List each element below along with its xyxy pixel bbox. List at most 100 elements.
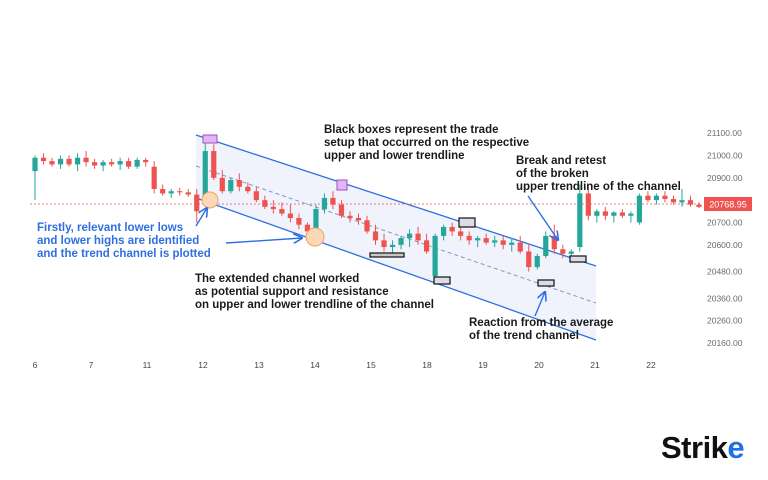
candle-body <box>628 213 634 216</box>
x-tick-label: 12 <box>198 360 208 370</box>
candle-body <box>389 244 396 248</box>
candle-body <box>228 180 234 192</box>
candle-body <box>611 212 617 216</box>
candle-body <box>406 233 413 239</box>
x-tick-label: 20 <box>534 360 544 370</box>
candle-body <box>577 193 583 248</box>
candle-body <box>423 240 430 252</box>
candle-body <box>57 158 64 165</box>
candle-body <box>645 195 651 201</box>
y-tick-label: 20480.00 <box>707 267 743 277</box>
candles-group <box>32 137 702 281</box>
x-tick-label: 7 <box>89 360 94 370</box>
logo-text: Strik <box>661 430 728 465</box>
trade-setup-box-3 <box>458 217 476 228</box>
candle-body <box>619 212 625 216</box>
candle-body <box>330 197 336 205</box>
candle-body <box>49 161 55 165</box>
y-tick-label: 21000.00 <box>707 150 743 160</box>
arrow-to-first-low <box>195 208 207 227</box>
candle-body <box>483 238 489 243</box>
candle-body <box>636 195 643 223</box>
x-tick-label: 15 <box>366 360 376 370</box>
candle-body <box>475 238 481 241</box>
x-tick-label: 11 <box>143 360 152 370</box>
candle-body <box>83 157 89 163</box>
candle-body <box>381 240 387 248</box>
candle-body <box>262 200 268 207</box>
candle-body <box>662 195 668 200</box>
annotation-reaction: Reaction from the average of the trend c… <box>469 317 614 342</box>
candle-body <box>168 191 174 194</box>
arrow-to-average-reaction <box>534 292 545 317</box>
candle-body <box>398 238 404 245</box>
candle-body <box>509 242 515 245</box>
candle-body <box>66 158 72 165</box>
candle-body <box>449 226 455 232</box>
candle-body <box>253 191 259 201</box>
candle-body <box>270 206 276 210</box>
y-tick-label: 20260.00 <box>707 316 743 326</box>
annotation-firstly: Firstly, relevant lower lows and lower h… <box>37 222 211 260</box>
current-price-label: 20768.95 <box>709 200 747 210</box>
candle-body <box>458 231 464 236</box>
annotation-break-retest: Break and retest of the broken upper tre… <box>516 155 681 193</box>
y-tick-label: 20360.00 <box>707 293 743 303</box>
candle-body <box>466 235 472 241</box>
candle-body <box>202 151 208 201</box>
high-marker-box-1 <box>202 134 218 144</box>
candle-body <box>245 186 251 192</box>
candle-body <box>160 188 166 194</box>
candle-body <box>338 204 345 216</box>
candle-body <box>134 159 140 167</box>
candle-body <box>279 209 285 214</box>
strike-logo: Strike <box>661 430 745 466</box>
trade-setup-box-4 <box>537 279 555 287</box>
candle-body <box>517 242 523 252</box>
candle-body <box>492 240 498 243</box>
arrow-to-second-low <box>225 238 302 244</box>
candle-body <box>560 249 566 254</box>
y-axis: 21100.0021000.0020900.0020800.0020700.00… <box>707 128 743 348</box>
candle-body <box>687 200 694 205</box>
candle-body <box>696 204 702 207</box>
candle-body <box>585 193 591 216</box>
candle-body <box>211 151 217 178</box>
trade-setup-box-5 <box>569 255 587 263</box>
candle-body <box>670 199 677 203</box>
current-price-tag <box>704 197 752 211</box>
candle-body <box>364 220 370 232</box>
candle-body <box>219 177 225 192</box>
upper-trendline <box>195 134 597 267</box>
candle-body <box>40 157 47 162</box>
trend-channel-fill <box>196 135 596 340</box>
trade-setup-box-2 <box>433 276 451 285</box>
candle-body <box>296 218 302 225</box>
y-tick-label: 21100.00 <box>707 128 742 138</box>
candle-body <box>432 235 438 277</box>
candle-body <box>177 191 183 193</box>
candle-body <box>534 255 540 268</box>
candle-body <box>543 235 549 256</box>
candle-body <box>100 162 106 166</box>
annotation-extended-channel: The extended channel worked as potential… <box>195 273 434 311</box>
x-tick-label: 18 <box>422 360 432 370</box>
candle-body <box>304 224 311 232</box>
trade-setup-box-1 <box>369 252 405 258</box>
candle-body <box>653 195 660 201</box>
x-tick-label: 13 <box>254 360 264 370</box>
candle-body <box>74 157 81 165</box>
candle-body <box>679 200 685 203</box>
candle-body <box>32 157 38 172</box>
arrow-to-break-retest <box>527 195 558 240</box>
channel-midline <box>195 165 597 304</box>
candle-body <box>236 180 242 187</box>
x-tick-label: 14 <box>310 360 320 370</box>
y-tick-label: 20900.00 <box>707 173 743 183</box>
candle-body <box>151 166 157 189</box>
candle-body <box>126 161 132 167</box>
logo-accent-letter: e <box>727 430 745 465</box>
candle-body <box>185 192 191 195</box>
candle-body <box>287 213 293 219</box>
